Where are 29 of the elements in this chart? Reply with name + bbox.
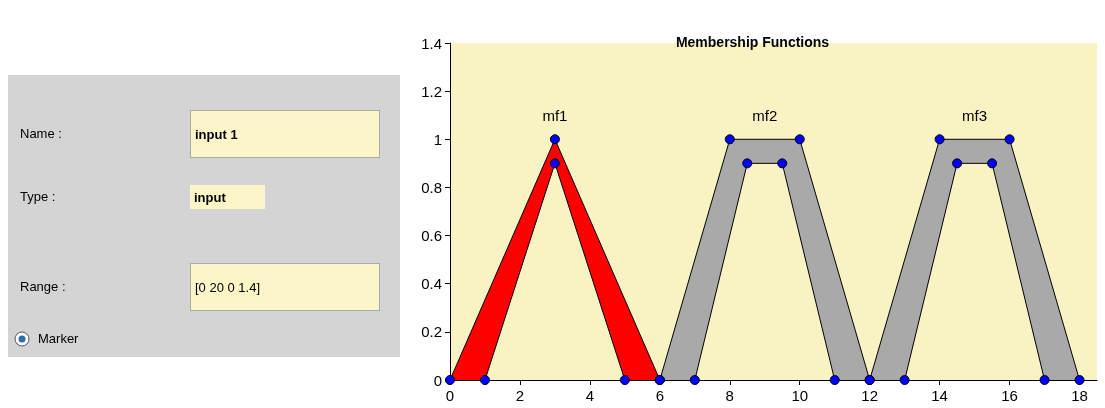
y-tick-label: 0.6 (421, 227, 442, 245)
text: Marker (38, 331, 79, 346)
x-tick-label: 12 (861, 387, 879, 404)
text: input 1 (190, 110, 380, 158)
annotation: mf3 (962, 106, 988, 124)
y-tick-label: 1.2 (421, 82, 442, 100)
x-tick-label: 10 (791, 387, 809, 404)
y-tick-label: 0.2 (421, 323, 442, 341)
text: Name : (20, 126, 62, 141)
annotation: mf2 (752, 106, 778, 124)
x-tick-label: 18 (1071, 387, 1088, 404)
text: [0 20 0 1.4] (190, 263, 380, 311)
text: Range : (20, 279, 66, 294)
annotation: mf1 (542, 106, 568, 124)
y-tick-label: 0.4 (421, 275, 442, 293)
y-tick-label: 0.8 (421, 178, 442, 196)
chart-title: Membership Functions (675, 34, 830, 50)
y-tick-label: 1.4 (421, 34, 442, 52)
x-tick-label: 16 (1001, 387, 1018, 404)
x-tick-label: 14 (931, 387, 948, 404)
y-tick-label: 0 (433, 371, 442, 389)
y-tick-label: 1 (433, 130, 442, 148)
text: input (190, 185, 265, 209)
x-tick-label: 0 (445, 387, 455, 404)
x-tick-label: 8 (725, 387, 734, 404)
text: Type : (20, 189, 56, 204)
x-tick-label: 2 (515, 387, 525, 404)
x-tick-label: 4 (585, 387, 595, 404)
x-tick-label: 6 (655, 387, 665, 404)
